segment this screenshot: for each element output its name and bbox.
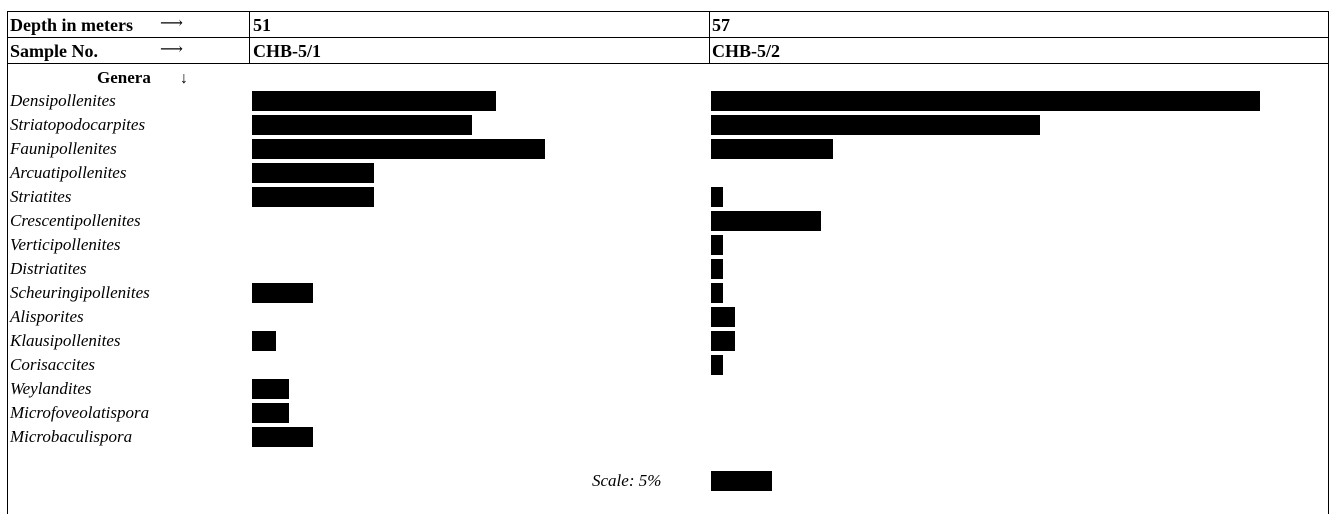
sample-label: Sample No. bbox=[10, 41, 99, 61]
column-divider-1 bbox=[249, 11, 250, 64]
genus-label: Microbaculispora bbox=[10, 427, 133, 446]
depth-arrow-icon: ⟶ bbox=[160, 15, 183, 32]
bar-2-striatopodocarpites bbox=[711, 115, 1040, 135]
bar-1-scheuringipollenites bbox=[252, 283, 313, 303]
bar-1-faunipollenites bbox=[252, 139, 545, 159]
column-divider-2 bbox=[709, 11, 710, 64]
bar-2-distriatites bbox=[711, 259, 723, 279]
header-divider-1 bbox=[7, 37, 1329, 38]
bar-1-striatites bbox=[252, 187, 374, 207]
bar-2-faunipollenites bbox=[711, 139, 833, 159]
bar-2-klausipollenites bbox=[711, 331, 735, 351]
bar-1-striatopodocarpites bbox=[252, 115, 472, 135]
genus-label: Striatopodocarpites bbox=[10, 115, 146, 134]
depth-label: Depth in meters bbox=[10, 15, 133, 35]
sample-value-2: CHB-5/2 bbox=[712, 41, 781, 61]
bar-1-klausipollenites bbox=[252, 331, 276, 351]
genus-label: Distriatites bbox=[10, 259, 87, 278]
depth-value-2: 57 bbox=[712, 15, 730, 35]
genus-label: Microfoveolatispora bbox=[10, 403, 150, 422]
depth-value-1: 51 bbox=[253, 15, 271, 35]
header-divider-2 bbox=[7, 63, 1329, 64]
bar-2-striatites bbox=[711, 187, 723, 207]
genus-label: Faunipollenites bbox=[10, 139, 117, 158]
table-frame bbox=[7, 11, 1329, 514]
bar-1-microfoveolatispora bbox=[252, 403, 289, 423]
genus-label: Scheuringipollenites bbox=[10, 283, 150, 302]
scale-label: Scale: 5% bbox=[592, 471, 662, 490]
bar-2-scheuringipollenites bbox=[711, 283, 723, 303]
bar-1-arcuatipollenites bbox=[252, 163, 374, 183]
genus-label: Corisaccites bbox=[10, 355, 95, 374]
genera-down-arrow-icon: ↓ bbox=[180, 70, 188, 87]
bar-2-corisaccites bbox=[711, 355, 723, 375]
bar-1-microbaculispora bbox=[252, 427, 313, 447]
genus-label: Densipollenites bbox=[10, 91, 116, 110]
genera-label: Genera bbox=[97, 68, 151, 87]
sample-value-1: CHB-5/1 bbox=[253, 41, 322, 61]
bar-2-alisporites bbox=[711, 307, 735, 327]
bar-2-crescentipollenites bbox=[711, 211, 821, 231]
genus-label: Arcuatipollenites bbox=[10, 163, 127, 182]
bar-1-densipollenites bbox=[252, 91, 496, 111]
bar-2-verticipollenites bbox=[711, 235, 723, 255]
genus-label: Klausipollenites bbox=[10, 331, 121, 350]
bar-2-densipollenites bbox=[711, 91, 1260, 111]
sample-arrow-icon: ⟶ bbox=[160, 41, 183, 58]
genus-label: Crescentipollenites bbox=[10, 211, 141, 230]
genus-label: Weylandites bbox=[10, 379, 92, 398]
genus-label: Verticipollenites bbox=[10, 235, 121, 254]
genus-label: Alisporites bbox=[10, 307, 84, 326]
bar-1-weylandites bbox=[252, 379, 289, 399]
scale-bar bbox=[711, 471, 772, 491]
genus-label: Striatites bbox=[10, 187, 72, 206]
